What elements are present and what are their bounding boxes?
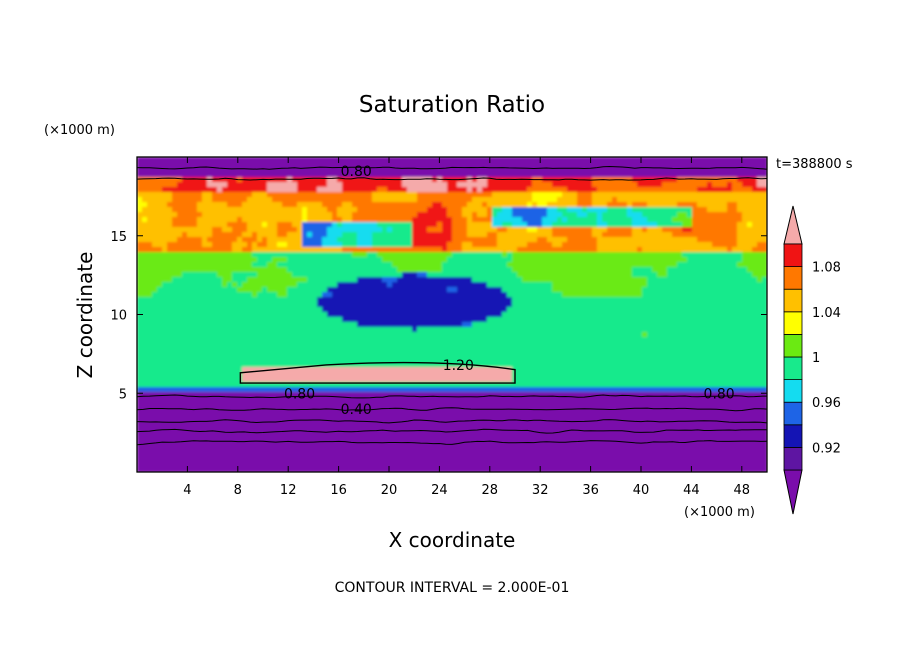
colorbar-swatch-1 [783,424,803,448]
contour-labels: 0.80 1.20 0.80 0.40 0.80 [284,164,735,418]
y-axis-unit: (×1000 m) [44,123,115,138]
colorbar-swatch-6 [783,311,803,335]
colorbar: 0.92 0.96 1 1.04 1.08 [783,205,841,515]
contour-interval-note: CONTOUR INTERVAL = 2.000E-01 [335,580,570,596]
contour-label-4: 0.80 [704,386,735,402]
x-tick-label-2: 12 [280,483,297,498]
colorbar-label-3: 1.04 [812,306,841,321]
colorbar-swatch-9 [783,243,803,268]
colorbar-swatch-2 [783,401,803,426]
x-tick-label-4: 20 [381,483,398,498]
colorbar-label-4: 1.08 [812,261,841,276]
chart-title: Saturation Ratio [359,92,545,118]
colorbar-label-0: 0.92 [812,441,841,456]
x-tick-label-0: 4 [183,483,191,498]
x-tick-label-9: 40 [633,483,650,498]
contour-label-3: 0.40 [341,402,372,418]
colorbar-swatch-7 [783,288,803,313]
y-tick-label-1: 10 [110,309,127,324]
contour-label-0: 0.80 [341,164,372,180]
colorbar-label-1: 0.96 [812,396,841,411]
x-tick-label-1: 8 [234,483,242,498]
x-axis-ticks: 4 8 12 16 20 24 28 32 36 40 44 48 [183,157,750,498]
x-tick-label-5: 24 [431,483,448,498]
colorbar-below-triangle [783,469,803,515]
saturation-field [137,157,767,472]
x-tick-label-10: 44 [683,483,700,498]
y-axis-title: Z coordinate [73,252,97,379]
time-label: t=388800 s [776,157,853,172]
x-tick-label-6: 28 [482,483,499,498]
y-axis-ticks: 5 10 15 [110,230,767,402]
contour-label-2: 0.80 [284,386,315,402]
colorbar-swatch-0 [783,446,803,471]
contour-label-1: 1.20 [443,358,474,374]
x-axis-unit: (×1000 m) [684,505,755,520]
colorbar-above-triangle [783,205,803,245]
x-tick-label-3: 16 [330,483,347,498]
y-tick-label-2: 15 [110,230,127,245]
contour-lines [137,165,767,446]
x-tick-label-8: 36 [582,483,599,498]
colorbar-swatch-5 [783,333,803,358]
x-axis-title: X coordinate [389,528,516,552]
colorbar-label-2: 1 [812,351,820,366]
colorbar-swatch-3 [783,379,803,403]
colorbar-swatch-8 [783,266,803,290]
x-tick-label-11: 48 [734,483,751,498]
y-tick-label-0: 5 [119,387,127,402]
x-tick-label-7: 32 [532,483,549,498]
colorbar-swatch-4 [783,356,803,381]
